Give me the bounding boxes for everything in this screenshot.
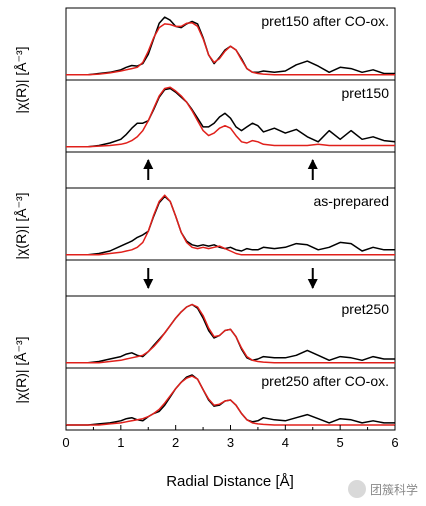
up-arrow	[307, 159, 318, 180]
up-arrow	[143, 159, 154, 180]
y-axis-title-middle: |χ(R)| [Å⁻³]	[13, 192, 29, 259]
panel-2: pret150	[65, 79, 396, 153]
y-axis-title-bottom: |χ(R)| [Å⁻³]	[13, 336, 29, 403]
panels-layer: pret150 after CO-ox. pret150 as-prepared pr…	[65, 7, 396, 431]
panel-label: pret250	[342, 301, 390, 317]
panel-4: pret250	[65, 295, 396, 369]
x-tick-label: 5	[337, 435, 344, 450]
panel-label: pret150 after CO-ox.	[261, 13, 389, 29]
watermark-text: 团簇科学	[369, 482, 418, 497]
x-tick-label: 3	[227, 435, 234, 450]
fit-line	[66, 194, 395, 256]
panel-label: pret250 after CO-ox.	[261, 373, 389, 389]
down-arrow	[307, 268, 318, 289]
down-arrow	[143, 268, 154, 289]
fit-line	[66, 375, 395, 426]
panel-label: pret150	[342, 85, 390, 101]
fit-line	[66, 303, 395, 364]
arrow-head	[307, 159, 318, 169]
watermark: 团簇科学	[347, 480, 418, 498]
fit-line	[66, 86, 395, 148]
x-tick-label: 0	[62, 435, 69, 450]
arrow-gap-frame	[65, 259, 396, 297]
x-tick-label: 1	[117, 435, 124, 450]
arrow-head	[143, 279, 154, 289]
experiment-line	[66, 195, 395, 256]
experiment-line	[66, 303, 395, 364]
x-axis: 0 1 2 3 4 5 6	[62, 425, 399, 450]
arrow-gap-frame	[65, 151, 396, 189]
x-axis-title: Radial Distance [Å]	[166, 473, 294, 490]
arrow-head	[307, 279, 318, 289]
fit-line	[66, 21, 395, 76]
x-tick-label: 2	[172, 435, 179, 450]
arrows-layer	[65, 151, 396, 297]
x-tick-label: 4	[282, 435, 289, 450]
panel-label: as-prepared	[314, 193, 390, 209]
x-tick-label: 6	[391, 435, 398, 450]
panel-3: as-prepared	[65, 187, 396, 261]
wechat-icon	[347, 480, 366, 498]
experiment-line	[66, 87, 396, 148]
panel-1: pret150 after CO-ox.	[65, 7, 396, 81]
y-axis-title-top: |χ(R)| [Å⁻³]	[13, 46, 29, 113]
panel-5: pret250 after CO-ox.	[65, 367, 396, 431]
arrow-head	[143, 159, 154, 169]
